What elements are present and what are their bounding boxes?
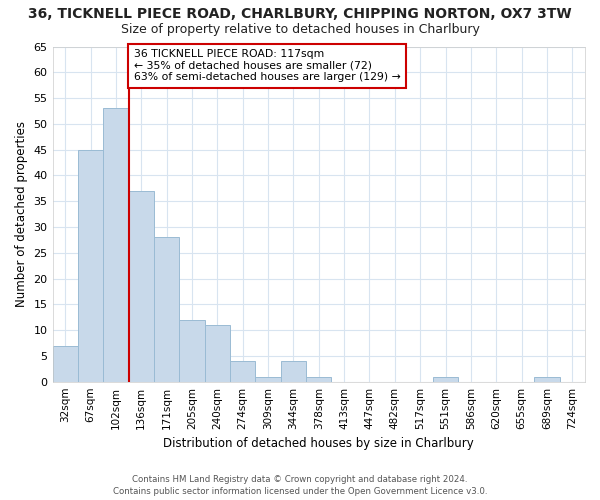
Bar bbox=[103, 108, 128, 382]
Bar bbox=[179, 320, 205, 382]
Text: Contains HM Land Registry data © Crown copyright and database right 2024.
Contai: Contains HM Land Registry data © Crown c… bbox=[113, 474, 487, 496]
Bar bbox=[53, 346, 78, 382]
Y-axis label: Number of detached properties: Number of detached properties bbox=[15, 121, 28, 307]
Bar bbox=[230, 361, 256, 382]
Bar bbox=[205, 325, 230, 382]
Bar bbox=[281, 361, 306, 382]
Text: Size of property relative to detached houses in Charlbury: Size of property relative to detached ho… bbox=[121, 22, 479, 36]
Bar bbox=[128, 191, 154, 382]
Bar bbox=[78, 150, 103, 382]
Bar bbox=[154, 238, 179, 382]
Text: 36, TICKNELL PIECE ROAD, CHARLBURY, CHIPPING NORTON, OX7 3TW: 36, TICKNELL PIECE ROAD, CHARLBURY, CHIP… bbox=[28, 8, 572, 22]
Bar bbox=[433, 376, 458, 382]
X-axis label: Distribution of detached houses by size in Charlbury: Distribution of detached houses by size … bbox=[163, 437, 474, 450]
Bar bbox=[256, 376, 281, 382]
Bar bbox=[306, 376, 331, 382]
Bar bbox=[534, 376, 560, 382]
Text: 36 TICKNELL PIECE ROAD: 117sqm
← 35% of detached houses are smaller (72)
63% of : 36 TICKNELL PIECE ROAD: 117sqm ← 35% of … bbox=[134, 49, 400, 82]
